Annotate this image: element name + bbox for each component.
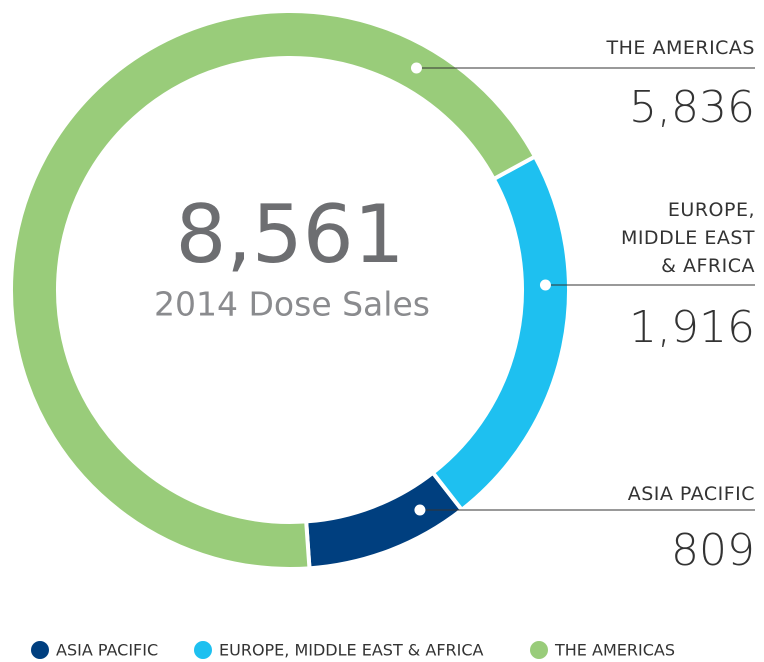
donut-segment — [304, 469, 465, 571]
donut-segment — [9, 9, 538, 571]
donut-segment — [430, 153, 571, 513]
legend-swatch — [31, 641, 49, 659]
legend-label: EUROPE, MIDDLE EAST & AFRICA — [219, 641, 484, 660]
center-text: 2014 Dose Sales — [154, 285, 430, 324]
legend-label: ASIA PACIFIC — [56, 641, 158, 660]
callout-value: 5,836 — [629, 82, 755, 133]
callout-label: ASIA PACIFIC — [627, 483, 755, 505]
legend-swatch — [530, 641, 548, 659]
legend-swatch — [194, 641, 212, 659]
callout-dot — [539, 279, 551, 291]
callout-label: EUROPE, MIDDLE EAST & AFRICA — [620, 199, 755, 277]
callout-dot — [414, 504, 426, 516]
callout-label: THE AMERICAS — [606, 37, 755, 59]
center-value: 8,561 — [175, 188, 404, 281]
legend-label: THE AMERICAS — [554, 641, 675, 660]
callout-dot — [410, 62, 422, 74]
callout-value: 809 — [671, 525, 755, 576]
callout-value: 1,916 — [629, 302, 755, 353]
